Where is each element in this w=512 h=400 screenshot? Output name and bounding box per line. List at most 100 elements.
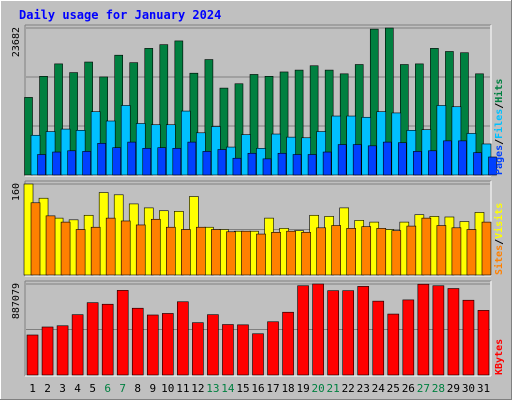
- bar-kbytes-day-13: [207, 314, 219, 376]
- bar-pages-day-24: [382, 141, 392, 176]
- bar-kbytes-day-16: [252, 333, 264, 376]
- x-label-day-6: 6: [104, 382, 111, 395]
- bar-pages-day-7: [127, 141, 137, 176]
- bar-sites-day-20: [316, 227, 326, 276]
- bar-kbytes-day-21: [327, 290, 339, 376]
- bar-pages-day-29: [458, 140, 467, 176]
- bar-pages-day-22: [352, 144, 362, 176]
- legend-part: /: [494, 239, 505, 245]
- x-label-day-3: 3: [59, 382, 66, 395]
- bar-pages-day-5: [97, 143, 106, 176]
- bar-pages-day-14: [232, 157, 242, 176]
- x-label-day-24: 24: [372, 382, 386, 395]
- bar-pages-day-15: [247, 152, 257, 176]
- bar-sites-day-2: [45, 215, 56, 276]
- bar-pages-day-10: [172, 148, 182, 176]
- x-label-day-18: 18: [281, 382, 294, 395]
- bar-sites-day-13: [211, 229, 221, 276]
- bar-pages-day-8: [142, 148, 152, 176]
- y-max-label: 160: [11, 183, 22, 201]
- bar-kbytes-day-28: [432, 285, 445, 376]
- bar-sites-day-21: [331, 225, 341, 276]
- x-label-day-10: 10: [161, 382, 174, 395]
- bar-sites-day-31: [481, 221, 492, 276]
- bar-kbytes-day-8: [131, 307, 144, 376]
- x-label-day-12: 12: [191, 382, 204, 395]
- x-label-day-17: 17: [266, 382, 279, 395]
- x-label-day-19: 19: [296, 382, 309, 395]
- y-max-label: 887079: [11, 283, 22, 319]
- bar-pages-day-13: [217, 149, 227, 176]
- x-label-day-11: 11: [176, 382, 189, 395]
- x-label-day-16: 16: [251, 382, 264, 395]
- bar-sites-day-14: [226, 231, 236, 276]
- bar-kbytes-day-22: [342, 290, 354, 376]
- bar-sites-day-28: [436, 225, 447, 276]
- bar-sites-day-29: [451, 227, 462, 276]
- x-label-day-22: 22: [342, 382, 355, 395]
- x-label-day-9: 9: [149, 382, 156, 395]
- bar-pages-day-27: [428, 150, 437, 176]
- bar-kbytes-day-9: [146, 314, 159, 376]
- bar-sites-day-15: [241, 230, 251, 276]
- bar-pages-day-18: [292, 154, 302, 176]
- x-label-day-30: 30: [462, 382, 475, 395]
- bar-pages-day-31: [488, 156, 497, 176]
- x-label-day-14: 14: [221, 382, 235, 395]
- bar-pages-day-25: [397, 142, 407, 176]
- x-label-day-21: 21: [327, 382, 340, 395]
- y-max-label: 23682: [11, 27, 22, 57]
- bar-kbytes-day-6: [101, 303, 114, 376]
- bar-kbytes-day-18: [282, 311, 294, 376]
- bar-sites-day-4: [75, 229, 86, 276]
- bar-pages-day-4: [82, 151, 91, 176]
- panel-2: 160 Sites/Visits: [11, 180, 505, 277]
- x-label-day-15: 15: [236, 382, 249, 395]
- series-legend-label: KBytes: [494, 339, 505, 375]
- bar-pages-day-12: [202, 151, 212, 176]
- x-label-day-25: 25: [387, 382, 400, 395]
- bar-kbytes-day-4: [71, 314, 84, 376]
- bar-kbytes-day-12: [192, 322, 204, 376]
- bar-pages-day-6: [112, 147, 121, 176]
- bar-pages-day-3: [67, 150, 76, 176]
- bar-sites-day-5: [90, 226, 101, 276]
- x-label-day-1: 1: [29, 382, 36, 395]
- bar-sites-day-8: [135, 224, 146, 276]
- bar-kbytes-day-29: [447, 288, 460, 376]
- legend-part: Files: [493, 109, 505, 139]
- bar-sites-day-3: [60, 221, 71, 276]
- bar-kbytes-day-7: [116, 290, 129, 376]
- bar-sites-day-26: [406, 225, 417, 276]
- bar-kbytes-day-2: [41, 326, 54, 376]
- x-label-day-4: 4: [74, 382, 81, 395]
- bar-kbytes-day-19: [297, 285, 309, 376]
- bar-sites-day-6: [105, 217, 116, 276]
- x-label-day-31: 31: [477, 382, 490, 395]
- bar-sites-day-17: [271, 232, 281, 276]
- series-legend-label: Pages/Files/Hits: [493, 79, 505, 175]
- x-axis-day-labels: 1 2 3 4 5 6 7 8 9 10 11 12 13 14 15 16 17 18 19 20 21 22 23 24 2…: [29, 382, 490, 395]
- bar-kbytes-day-20: [312, 283, 324, 376]
- bar-sites-day-16: [256, 233, 266, 276]
- x-label-day-23: 23: [357, 382, 370, 395]
- legend-part: Sites: [493, 245, 505, 275]
- bar-pages-day-9: [157, 147, 167, 176]
- bar-kbytes-day-15: [237, 324, 249, 376]
- bar-pages-day-20: [322, 151, 332, 176]
- series-legend-label: Sites/Visits: [493, 203, 505, 275]
- bar-kbytes-day-31: [477, 310, 490, 376]
- bar-kbytes-day-3: [56, 325, 69, 376]
- bar-sites-day-30: [466, 229, 477, 276]
- bar-kbytes-day-30: [462, 299, 475, 376]
- bar-kbytes-day-24: [372, 300, 385, 376]
- bar-sites-day-10: [166, 226, 176, 276]
- bar-sites-day-12: [196, 226, 206, 276]
- bar-files-day-28: [436, 105, 447, 176]
- bar-sites-day-9: [150, 218, 161, 276]
- bar-pages-day-11: [187, 141, 197, 176]
- bar-kbytes-day-23: [357, 286, 370, 376]
- bar-kbytes-day-27: [417, 283, 430, 376]
- bar-sites-day-23: [361, 226, 372, 276]
- chart-panels: 23682 Pages/Files/Hits 160 Sites/Visits 8870…: [11, 24, 505, 377]
